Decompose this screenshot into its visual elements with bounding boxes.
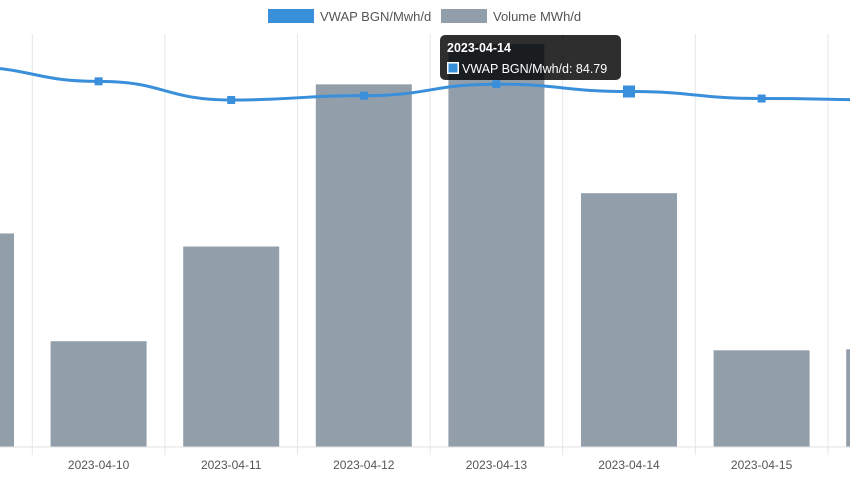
- volume-bar-2023-04-11[interactable]: [183, 246, 280, 447]
- tooltip-label: VWAP BGN/Mwh/d: 84.79: [462, 62, 607, 76]
- volume-bar-2023-04-15[interactable]: [713, 350, 810, 447]
- x-axis: 2023-04-10 2023-04-11 2023-04-12 2023-04-13…: [0, 446, 850, 472]
- vwap-point-2023-04-13[interactable]: [492, 80, 501, 89]
- grid-layer: [31, 34, 829, 455]
- volume-bar-2023-04-16[interactable]: [846, 349, 850, 447]
- legend: VWAP BGN/Mwh/d Volume MWh/d: [268, 9, 581, 24]
- tooltip: 2023-04-14 VWAP BGN/Mwh/d: 84.79: [440, 35, 621, 80]
- vwap-line-layer: [0, 67, 850, 104]
- tooltip-color-swatch-fill: [448, 63, 458, 73]
- x-tick-label-2023-04-11: 2023-04-11: [201, 458, 262, 472]
- vwap-line: [0, 67, 850, 102]
- volume-bar-2023-04-09[interactable]: [0, 233, 14, 447]
- vwap-point-2023-04-14[interactable]: [623, 85, 635, 98]
- volume-bar-2023-04-13[interactable]: [448, 44, 545, 447]
- volume-bar-2023-04-14[interactable]: [581, 193, 677, 447]
- x-tick-label-2023-04-13: 2023-04-13: [466, 458, 528, 472]
- vwap-point-2023-04-10[interactable]: [94, 77, 103, 86]
- legend-item-volume[interactable]: Volume MWh/d: [441, 9, 581, 24]
- x-tick-label-2023-04-12: 2023-04-12: [333, 458, 395, 472]
- x-tick-label-2023-04-10: 2023-04-10: [68, 458, 130, 472]
- volume-bar-2023-04-12[interactable]: [315, 84, 412, 448]
- x-tick-label-2023-04-14: 2023-04-14: [598, 458, 660, 472]
- legend-swatch-volume: [441, 9, 487, 23]
- volume-bars: [0, 44, 850, 448]
- legend-item-vwap[interactable]: VWAP BGN/Mwh/d: [268, 9, 431, 24]
- vwap-point-2023-04-12[interactable]: [359, 91, 368, 100]
- volume-bar-2023-04-10[interactable]: [50, 341, 147, 447]
- vwap-point-2023-04-11[interactable]: [227, 95, 236, 104]
- tooltip-title: 2023-04-14: [447, 41, 511, 55]
- legend-label-volume: Volume MWh/d: [493, 9, 581, 24]
- x-tick-label-2023-04-15: 2023-04-15: [731, 458, 793, 472]
- vwap-point-2023-04-15[interactable]: [757, 94, 766, 103]
- legend-label-vwap: VWAP BGN/Mwh/d: [320, 9, 431, 24]
- legend-swatch-vwap: [268, 9, 314, 23]
- tooltip-box: [440, 35, 621, 80]
